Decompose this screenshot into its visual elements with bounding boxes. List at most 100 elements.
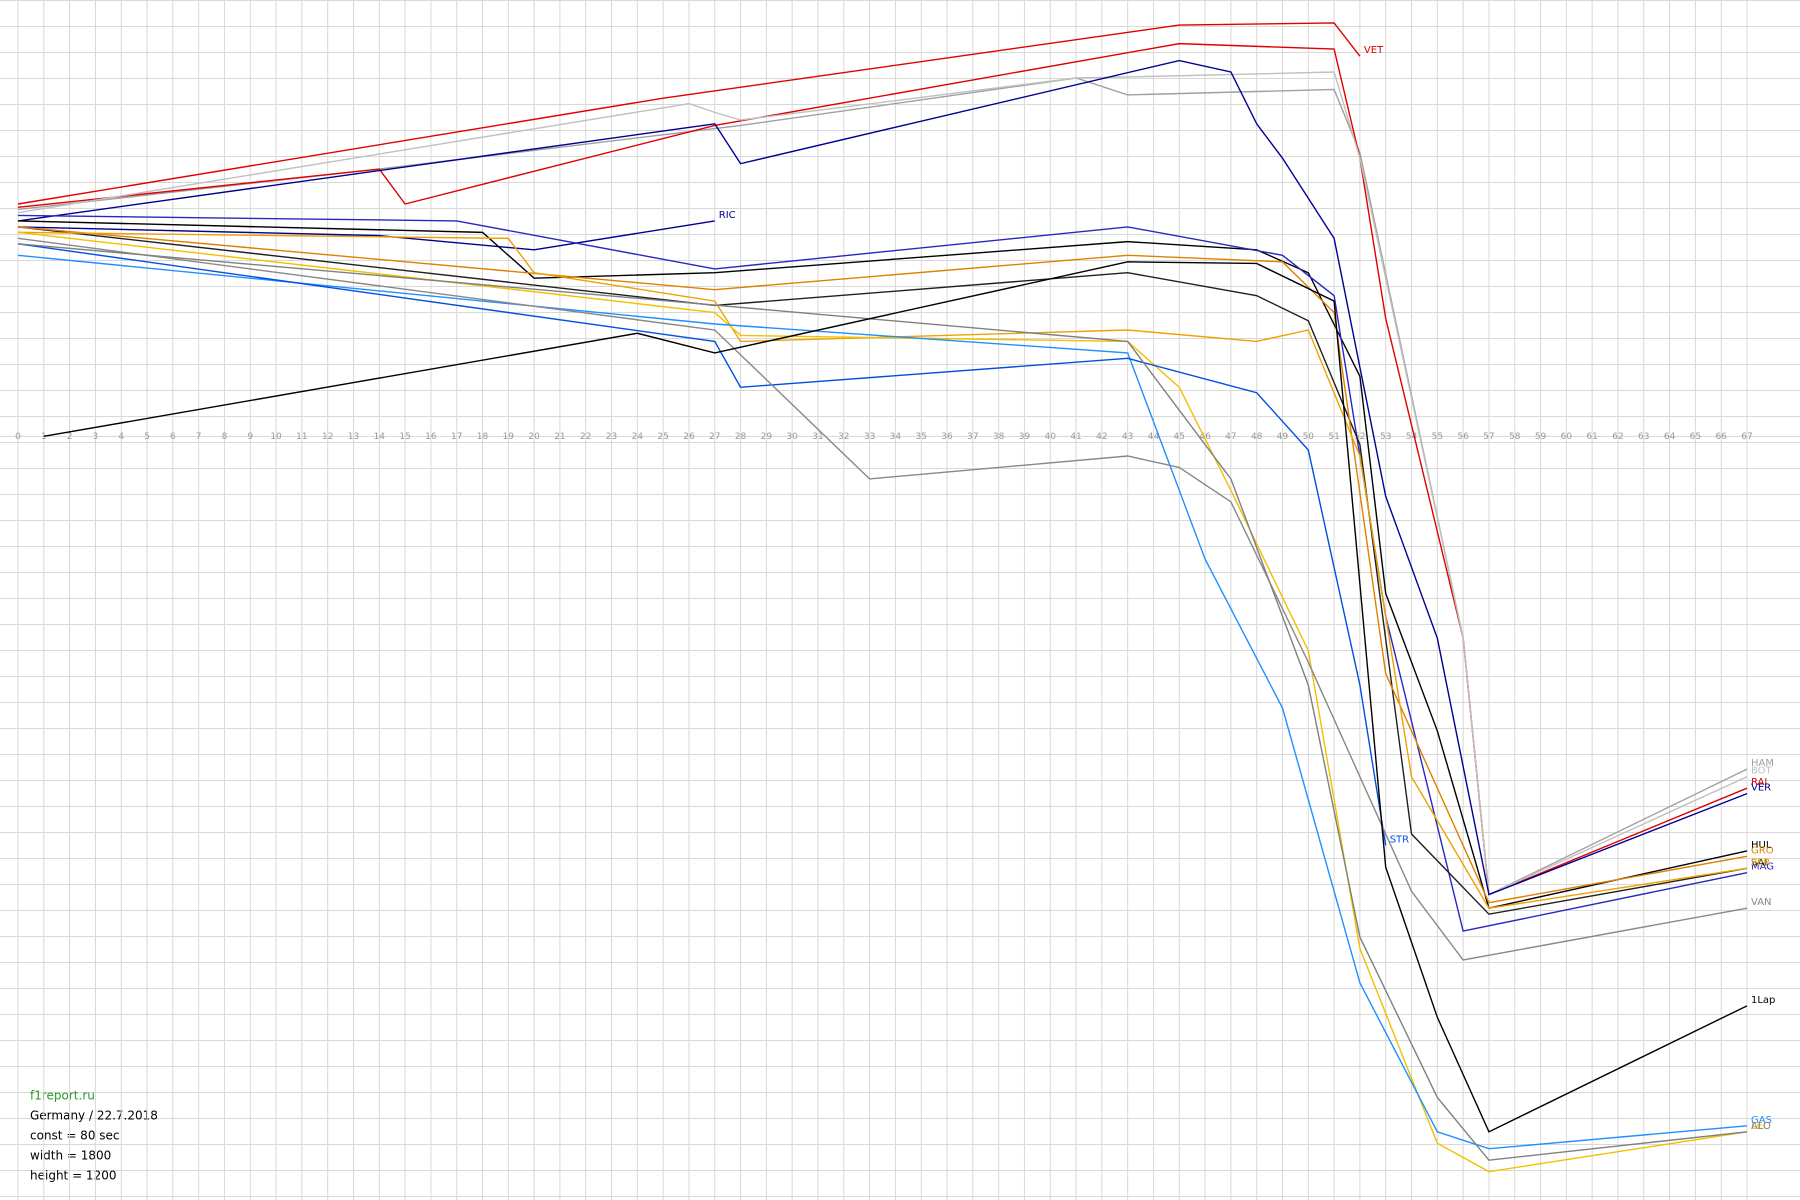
x-tick-label: 42 [1096, 432, 1107, 442]
x-tick-label: 22 [580, 432, 591, 442]
x-tick-label: 63 [1638, 432, 1649, 442]
x-tick-label: 16 [425, 432, 437, 442]
note: width = 1800 [30, 1149, 111, 1163]
x-tick-label: 53 [1380, 432, 1391, 442]
x-tick-label: 39 [1019, 432, 1031, 442]
series-label: MAG [1751, 862, 1774, 873]
x-tick-label: 43 [1122, 432, 1133, 442]
series-label: SAI [1751, 857, 1767, 868]
x-tick-label: 47 [1225, 432, 1236, 442]
x-tick-label: 35 [915, 432, 926, 442]
x-tick-label: 57 [1483, 432, 1494, 442]
x-tick-label: 49 [1277, 432, 1289, 442]
series-line [17, 42, 1748, 896]
series-line [17, 59, 1748, 896]
x-tick-label: 1 [41, 432, 47, 442]
x-tick-label: 24 [632, 432, 644, 442]
x-tick-label: 5 [144, 432, 150, 442]
series-label: GRO [1751, 845, 1774, 856]
series-line [17, 220, 1748, 910]
x-tick-label: 3 [93, 432, 99, 442]
series-label: VET [1364, 45, 1384, 56]
note: Germany / 22.7.2018 [30, 1109, 158, 1123]
series-label: VER [1751, 783, 1771, 794]
x-tick-label: 0 [15, 432, 21, 442]
x-tick-label: 15 [399, 432, 410, 442]
x-tick-label: 10 [270, 432, 282, 442]
x-tick-label: 46 [1199, 432, 1211, 442]
series-line [43, 261, 1748, 1133]
x-tick-label: 45 [1174, 432, 1185, 442]
x-tick-label: 21 [554, 432, 565, 442]
x-tick-label: 8 [222, 432, 228, 442]
series-line [17, 226, 1748, 904]
x-tick-label: 2 [67, 432, 73, 442]
series-label: RAI [1751, 777, 1767, 788]
x-tick-label: 13 [348, 432, 359, 442]
x-tick-label: 37 [967, 432, 978, 442]
x-tick-label: 56 [1457, 432, 1469, 442]
series-line [17, 231, 1748, 909]
x-tick-label: 28 [735, 432, 747, 442]
x-tick-label: 60 [1561, 432, 1573, 442]
series-line [17, 231, 1748, 1173]
series-line [17, 220, 715, 251]
x-tick-label: 6 [170, 432, 176, 442]
x-tick-label: 33 [864, 432, 875, 442]
note: height = 1200 [30, 1169, 116, 1183]
x-tick-label: 23 [606, 432, 617, 442]
series-label: VAN [1751, 897, 1772, 908]
x-tick-label: 59 [1535, 432, 1547, 442]
x-tick-label: 30 [786, 432, 798, 442]
x-tick-label: 65 [1690, 432, 1701, 442]
x-tick-label: 7 [196, 432, 202, 442]
x-tick-label: 67 [1741, 432, 1752, 442]
x-tick-label: 25 [657, 432, 668, 442]
x-tick-label: 32 [838, 432, 849, 442]
x-tick-label: 14 [374, 432, 386, 442]
x-tick-label: 41 [1070, 432, 1081, 442]
series-line [17, 22, 1361, 205]
x-tick-label: 62 [1612, 432, 1623, 442]
series-label: HAM [1751, 758, 1774, 769]
series-line [17, 237, 1748, 961]
series-label: STR [1390, 834, 1409, 845]
x-tick-label: 51 [1328, 432, 1339, 442]
x-tick-label: 26 [683, 432, 695, 442]
series-line [17, 243, 1387, 846]
series-label: ALO [1751, 1121, 1771, 1132]
source: f1report.ru [30, 1089, 95, 1103]
x-tick-label: 54 [1406, 432, 1418, 442]
x-tick-label: 11 [296, 432, 307, 442]
x-tick-label: 36 [941, 432, 953, 442]
series-label: LEC [1751, 1121, 1770, 1132]
x-tick-label: 38 [993, 432, 1005, 442]
x-tick-label: 40 [1045, 432, 1057, 442]
series-line [17, 77, 1748, 896]
series-line [17, 71, 1748, 896]
x-tick-label: 31 [812, 432, 823, 442]
series-label: HUL [1751, 840, 1772, 851]
x-tick-label: 52 [1354, 432, 1365, 442]
x-tick-label: 17 [451, 432, 462, 442]
series-line [17, 243, 1748, 1161]
x-tick-label: 64 [1664, 432, 1676, 442]
x-tick-label: 50 [1303, 432, 1315, 442]
x-tick-label: 55 [1432, 432, 1443, 442]
series-line [17, 214, 1748, 932]
x-tick-label: 18 [477, 432, 489, 442]
x-tick-label: 9 [247, 432, 253, 442]
x-tick-label: 44 [1148, 432, 1160, 442]
x-tick-label: 58 [1509, 432, 1521, 442]
series-line [17, 254, 1748, 1150]
series-label: 1Lap [1751, 995, 1775, 1006]
note: const = 80 sec [30, 1129, 120, 1143]
series-label: GAS [1751, 1115, 1772, 1126]
x-tick-label: 61 [1586, 432, 1597, 442]
series-label: PER [1751, 857, 1770, 868]
series-label: BOT [1751, 766, 1773, 777]
x-tick-label: 48 [1251, 432, 1263, 442]
x-tick-label: 27 [709, 432, 720, 442]
x-tick-label: 12 [322, 432, 333, 442]
